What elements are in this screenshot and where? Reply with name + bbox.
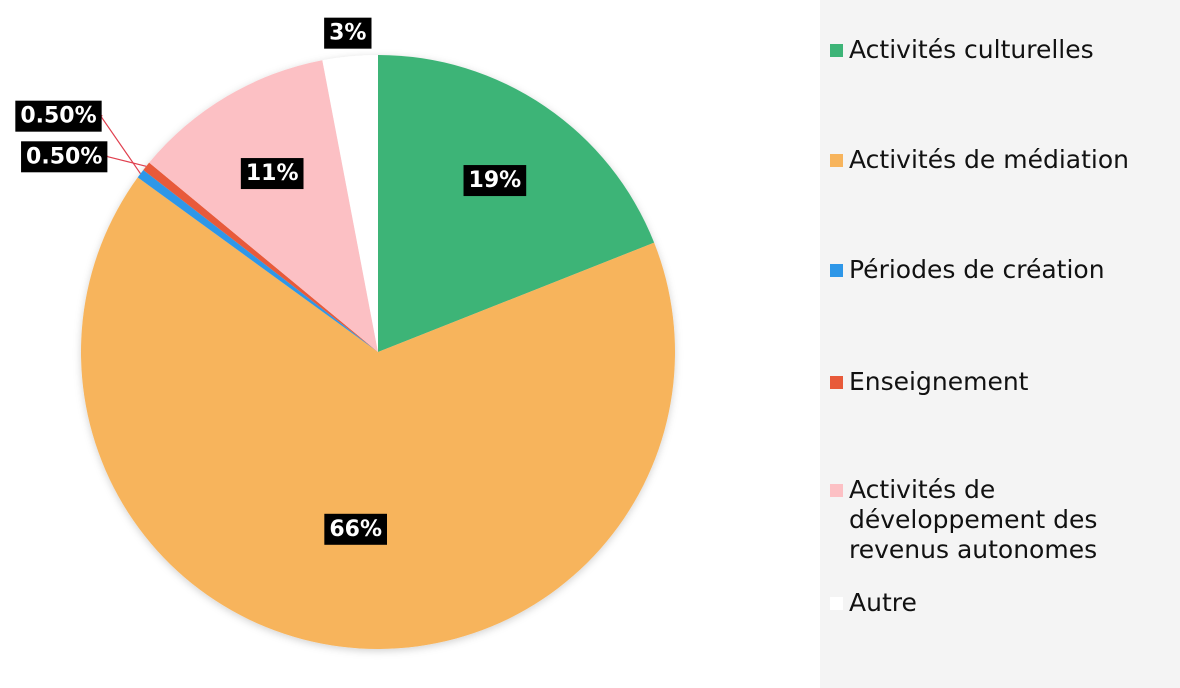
- data-label: 66%: [329, 517, 382, 542]
- pie-slice: [149, 60, 378, 353]
- legend: Activités culturelles Activités de médiat…: [820, 0, 1180, 688]
- legend-label: Activités culturelles: [849, 35, 1094, 64]
- pie-slice: [137, 169, 378, 352]
- legend-item: Activités de développement des revenus a…: [830, 475, 1160, 565]
- data-label-bg: [240, 158, 304, 190]
- legend-label: Activités de médiation: [849, 145, 1130, 174]
- legend-swatch: [830, 376, 843, 389]
- leader-line: [106, 155, 147, 167]
- data-label-bg: [21, 141, 108, 173]
- legend-item: Activités culturelles: [830, 35, 1160, 65]
- legend-swatch: [830, 264, 843, 277]
- data-label: 3%: [329, 21, 366, 46]
- data-label-bg: [324, 513, 388, 545]
- data-label: 19%: [469, 168, 522, 193]
- legend-swatch: [830, 154, 843, 167]
- data-label: 0.50%: [26, 144, 102, 169]
- legend-item: Périodes de création: [830, 255, 1160, 285]
- data-label: 0.50%: [20, 104, 96, 129]
- data-label-bg: [324, 17, 372, 49]
- legend-swatch: [830, 484, 843, 497]
- pie-slice: [378, 55, 655, 352]
- legend-label: Périodes de création: [849, 255, 1105, 284]
- data-label: 11%: [246, 161, 299, 186]
- legend-item: Autre: [830, 588, 1160, 618]
- pie: [81, 55, 676, 649]
- pie-slice: [81, 177, 676, 649]
- legend-swatch: [830, 44, 843, 57]
- legend-label: Enseignement: [849, 367, 1029, 396]
- legend-label: Autre: [849, 588, 917, 617]
- legend-item: Activités de médiation: [830, 145, 1160, 175]
- chart: 19% 66% 0.50% 0.50% 11% 3%: [15, 17, 676, 649]
- legend-swatch: [830, 597, 843, 610]
- legend-item: Enseignement: [830, 367, 1160, 397]
- legend-label: Activités de développement des revenus a…: [849, 475, 1098, 564]
- data-label-bg: [463, 165, 527, 197]
- pie-slice: [322, 55, 378, 352]
- data-label-bg: [15, 100, 102, 132]
- pie-slice: [143, 162, 378, 352]
